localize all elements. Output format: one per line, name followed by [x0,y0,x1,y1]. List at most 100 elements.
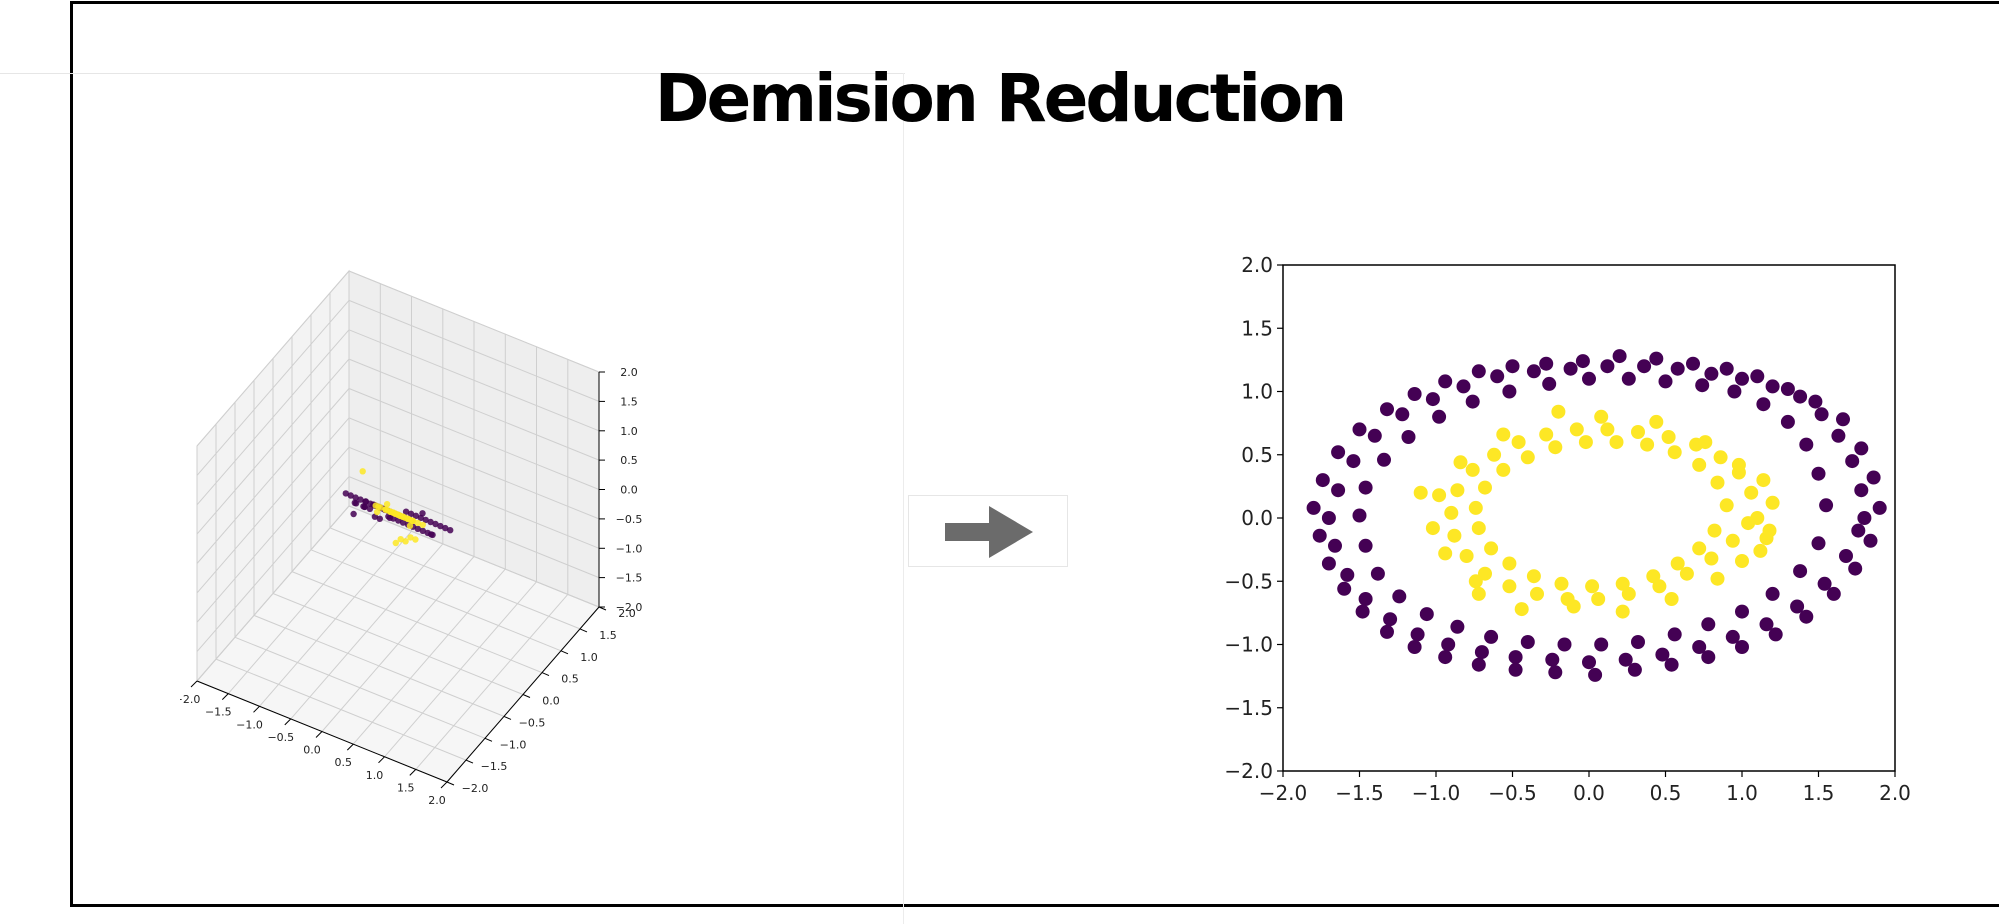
grid-line [348,270,600,373]
scatter-point-series-1-58 [1551,404,1566,419]
scatter-point-series-1-65 [1468,574,1483,589]
scatter-point-series-0-106 [1548,665,1563,680]
divider-horizontal [0,73,905,74]
scatter-point-series-1-51 [1765,495,1780,510]
divider-vertical [903,73,904,924]
scatter-3d-point-series-1-25 [409,517,417,524]
scatter-point-series-0-19 [1346,454,1361,469]
scatter-point-series-0-7 [1735,371,1749,386]
z-tick-label: 1.5 [620,395,638,408]
scatter-point-series-0-41 [1819,498,1834,513]
scatter-3d-chart: −2.0 −2.0 −2.0 −1.5 −1.5 −1.5 −1.0 −1.0 −1.0 −0.5… [180,269,643,807]
scatter-point-series-1-43 [1526,569,1541,584]
scatter-3d-point-series-1-22 [395,511,402,518]
scatter-3d-point-series-1-26 [414,519,421,527]
scatter-3d-point-series-0-52 [412,512,420,519]
scatter-point-series-0-98 [1321,556,1336,571]
scatter-point-series-0-32 [1618,652,1633,667]
scatter-point-series-0-95 [1315,473,1330,488]
scatter-point-series-0-84 [1649,351,1664,366]
scatter-3d-point-series-0-59 [447,527,454,534]
z-tick-label: −1.5 [616,572,643,585]
y-tick-label: −1.5 [481,760,508,773]
scatter-point-series-1-64 [1438,546,1453,561]
scatter-point-series-0-25 [1383,612,1398,627]
scatter-point-series-0-8 [1704,366,1719,381]
scatter-point-series-0-39 [1839,549,1853,563]
scatter-3d-point-series-0-30 [367,500,374,507]
scatter-point-series-0-80 [1780,382,1795,396]
scatter-point-series-0-70 [1701,617,1716,632]
scatter-point-series-0-61 [1392,589,1407,604]
x-tick-mark [440,781,448,789]
scatter-3d-point-series-1-24 [404,515,412,522]
scatter-point-series-0-115 [1848,561,1863,576]
scatter-point-series-0-82 [1719,361,1734,376]
x-tick-label: 0.5 [1650,781,1682,805]
scatter-3d-point-series-1-1 [373,508,381,516]
scatter-point-series-0-63 [1450,619,1465,634]
grid-line [348,329,600,432]
scatter-point-series-1-46 [1615,576,1630,591]
scatter-point-series-0-20 [1331,483,1346,498]
y-tick-mark [598,606,607,611]
scatter-3d-point-series-0-29 [362,498,369,505]
scatter-point-series-0-99 [1337,581,1352,596]
scatter-3d-point-series-1-34 [412,536,419,543]
grid-line [415,594,569,770]
x-tick-label: 1.5 [1803,781,1835,805]
scatter-point-series-0-85 [1612,349,1627,364]
scatter-point-series-1-8 [1569,422,1584,437]
scatter-point-series-0-26 [1410,627,1425,642]
scatter-point-series-0-48 [1658,374,1673,389]
y-tick-mark [579,628,588,633]
scatter-point-series-0-62 [1419,607,1434,622]
scatter-point-series-1-68 [1615,604,1630,619]
scatter-point-series-1-15 [1447,528,1462,543]
scatter-point-series-0-13 [1526,364,1541,379]
y-tick-label: 1.5 [599,629,617,642]
scatter-point-series-1-47 [1646,569,1661,584]
scatter-3d-point-series-0-28 [357,496,364,503]
scatter-point-series-0-68 [1631,635,1645,649]
scatter-point-series-1-60 [1453,455,1468,470]
scatter-point-series-1-12 [1465,462,1480,477]
right-arrow-icon [945,506,1033,558]
scatter-point-series-0-111 [1735,640,1749,654]
scatter-point-series-1-6 [1631,425,1645,439]
grid-line [272,593,524,695]
y-tick-label: −0.5 [1224,569,1273,593]
z-tick-label: 0.0 [620,484,638,497]
y-tick-label: −2.0 [1224,759,1273,783]
scatter-point-series-0-108 [1627,662,1642,677]
scatter-point-series-0-27 [1441,637,1456,652]
z-tick-label: 1.0 [620,425,638,438]
y-tick-mark [560,650,569,655]
scatter-point-series-0-101 [1380,624,1394,639]
scatter-point-series-1-38 [1478,480,1492,495]
scatter-point-series-0-94 [1331,445,1346,460]
scatter-point-series-1-3 [1713,450,1728,465]
scatter-point-series-1-13 [1450,483,1465,498]
x-tick-label: 2.0 [428,794,446,807]
scatter-point-series-1-53 [1753,543,1768,558]
scatter-point-series-1-32 [1640,437,1655,452]
scatter-point-series-0-60 [1370,566,1385,581]
scatter-point-series-0-91 [1407,387,1422,401]
scatter-point-series-1-74 [1471,586,1486,601]
scatter-3d-point-series-1-16 [377,504,384,511]
scatter-point-series-0-24 [1358,592,1373,606]
scatter-3d-point-series-0-55 [427,518,434,526]
scatter-point-series-0-14 [1490,369,1505,384]
scatter-3d-point-series-0-42 [399,519,407,526]
scatter-point-series-0-112 [1768,627,1783,642]
y-tick-mark [541,672,550,677]
scatter-point-series-0-12 [1563,361,1578,376]
scatter-3d-point-series-1-17 [382,506,389,513]
scatter-point-series-0-114 [1826,586,1841,601]
scatter-point-series-1-40 [1471,521,1486,536]
transform-arrow-box [908,495,1068,567]
y-tick-mark [503,715,512,720]
scatter-point-series-1-9 [1539,427,1554,442]
scatter-3d-point-series-1-27 [419,521,426,529]
